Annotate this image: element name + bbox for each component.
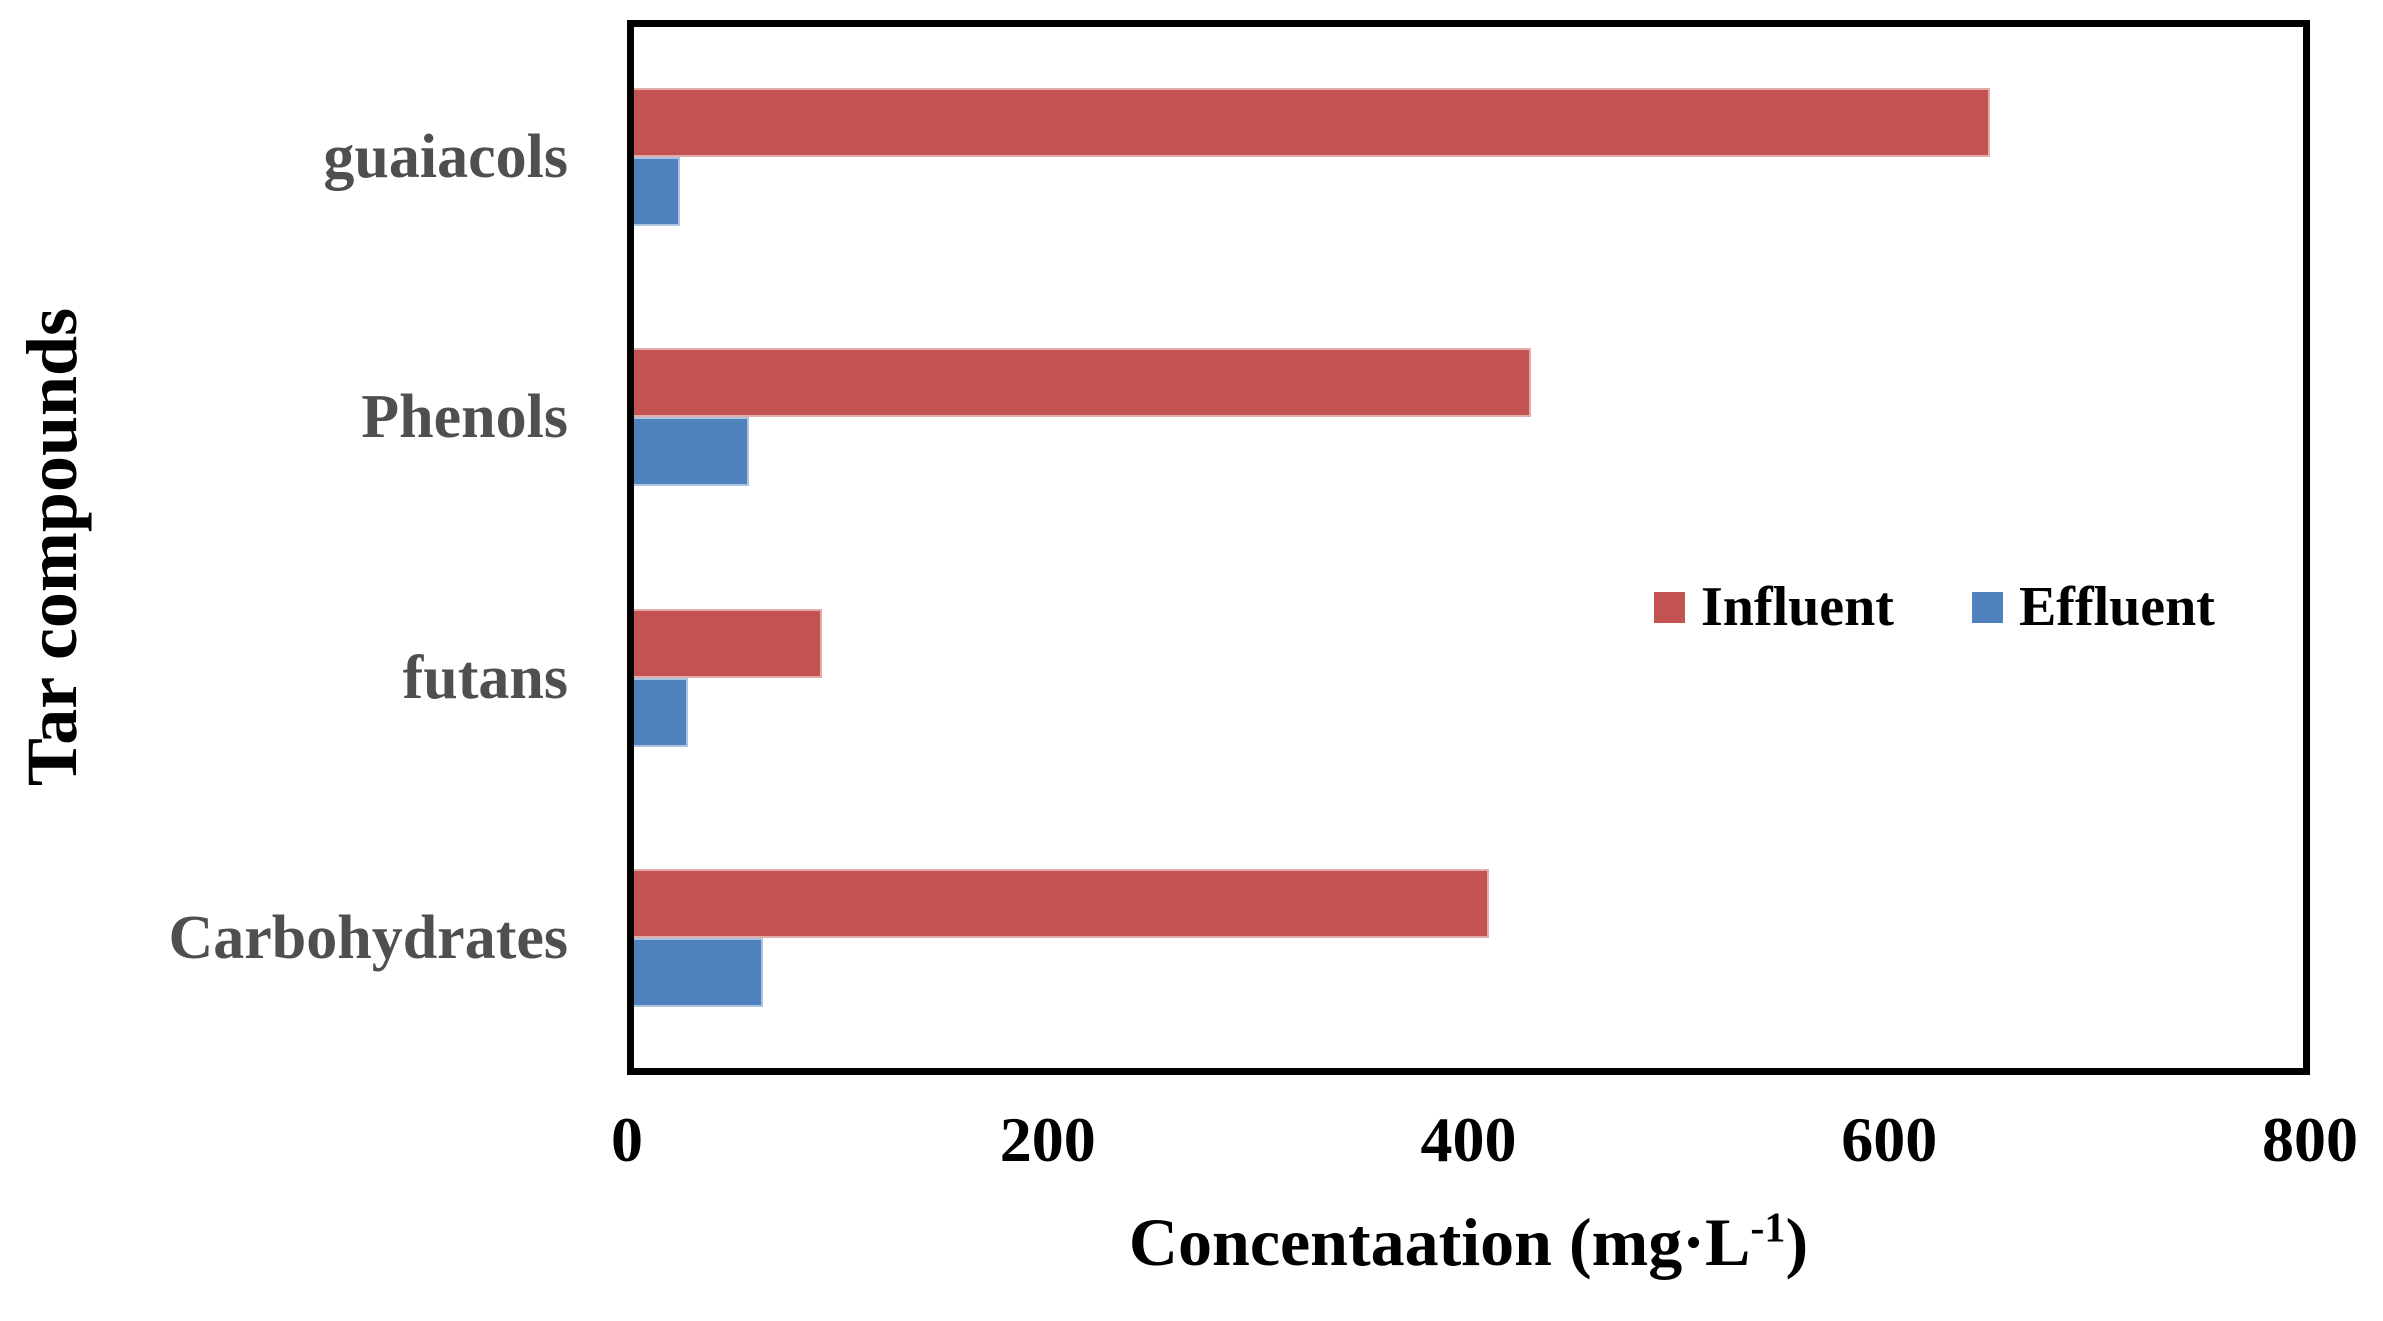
plot-area: Influent Effluent xyxy=(627,20,2310,1075)
category-label-carbohydrates: Carbohydrates xyxy=(168,903,568,972)
bar-effluent-futans xyxy=(634,677,689,747)
x-axis-title-close: ) xyxy=(1785,1204,1809,1280)
legend-item-influent: Influent xyxy=(1654,576,1894,639)
x-axis-title-exponent: -1 xyxy=(1750,1204,1786,1252)
category-label-guaiacols: guaiacols xyxy=(323,123,568,192)
bar-effluent-guaiacols xyxy=(634,157,680,227)
category-label-phenols: Phenols xyxy=(361,383,568,452)
legend-swatch-influent-icon xyxy=(1654,592,1685,624)
category-label-futans: futans xyxy=(402,643,568,712)
x-tick-400: 400 xyxy=(1420,1104,1517,1175)
category-axis-labels: guaiacols Phenols futans Carbohydrates xyxy=(0,27,568,1068)
bar-influent-guaiacols xyxy=(634,88,1991,158)
legend-label-influent: Influent xyxy=(1701,576,1894,638)
x-tick-200: 200 xyxy=(999,1104,1096,1175)
x-tick-0: 0 xyxy=(611,1104,643,1175)
x-tick-800: 800 xyxy=(2262,1104,2358,1175)
bar-influent-carbohydrates xyxy=(634,868,1490,938)
bar-influent-phenols xyxy=(634,348,1532,418)
bar-effluent-carbohydrates xyxy=(634,937,764,1007)
x-axis-title: Concentaation (mg·L-1) xyxy=(627,1205,2310,1280)
legend-swatch-effluent-icon xyxy=(1971,592,2003,624)
legend-item-effluent: Effluent xyxy=(1971,576,2215,639)
bar-influent-futans xyxy=(634,608,822,678)
x-axis-title-base: Concentaation (mg·L xyxy=(1128,1204,1751,1280)
legend-label-effluent: Effluent xyxy=(2018,576,2215,638)
bar-effluent-phenols xyxy=(634,417,749,487)
legend: Influent Effluent xyxy=(1654,576,2215,639)
plot-inner: Influent Effluent xyxy=(634,27,2303,1068)
x-axis-tick-labels: 0 200 400 600 800 xyxy=(611,1104,2358,1188)
x-tick-600: 600 xyxy=(1841,1104,1938,1175)
